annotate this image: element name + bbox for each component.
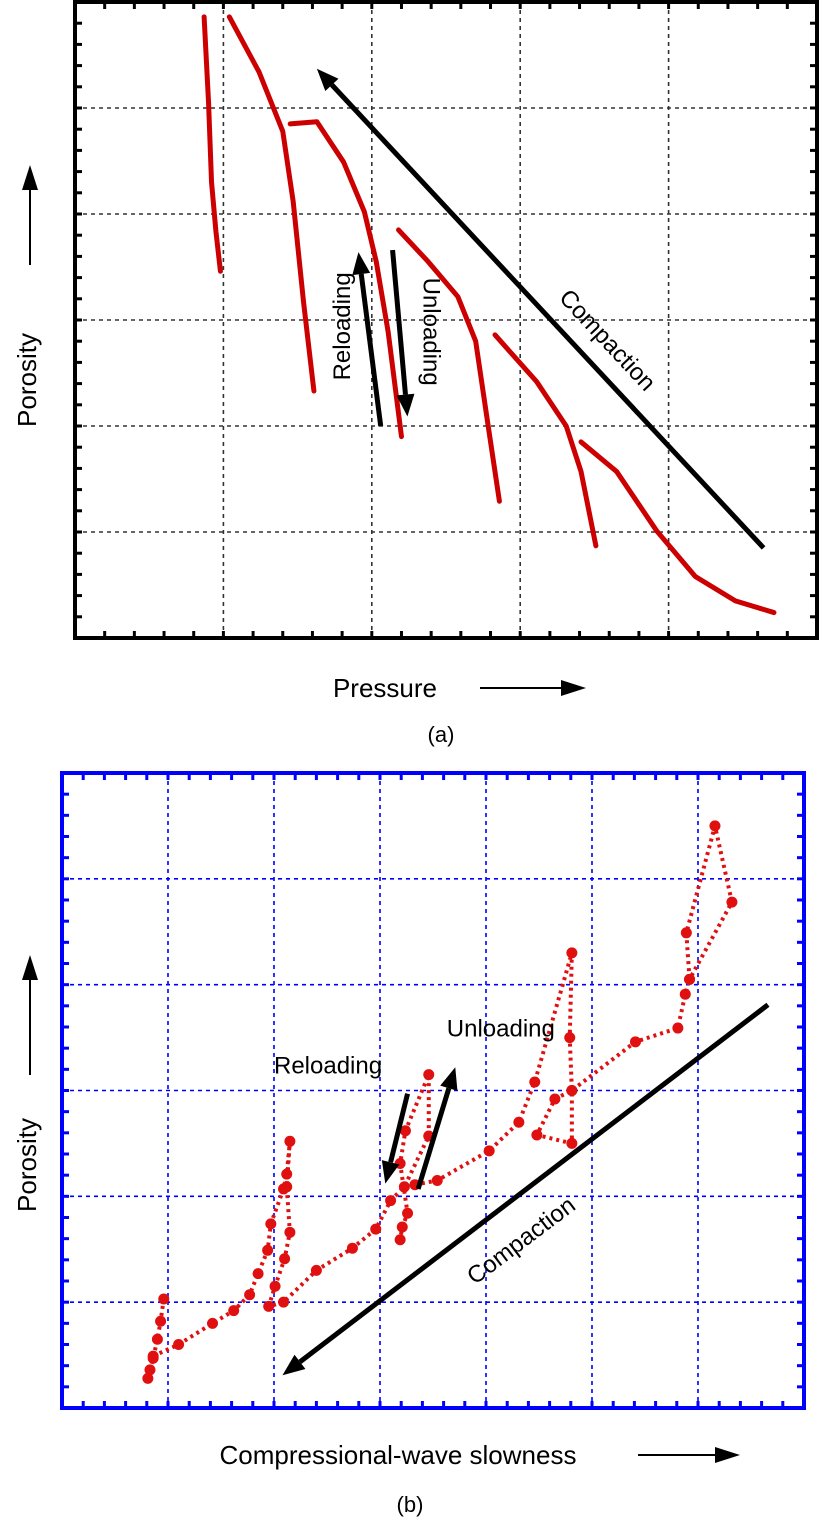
- panel-a-caption: (a): [428, 722, 455, 747]
- data-point: [531, 1129, 543, 1141]
- panel-b-ylabel: Porosity: [12, 1118, 42, 1212]
- data-point: [385, 1195, 397, 1207]
- annotation-arrow-reloading: [388, 1093, 410, 1163]
- data-point: [279, 1253, 291, 1265]
- panel-a-x-arrow-icon: [480, 680, 586, 696]
- data-point: [155, 1315, 167, 1327]
- data-point: [262, 1244, 274, 1256]
- data-point: [513, 1116, 525, 1128]
- data-point: [252, 1268, 264, 1280]
- data-point: [207, 1317, 219, 1329]
- data-point: [284, 1226, 296, 1238]
- arrowhead-icon: [381, 1160, 400, 1184]
- data-point: [423, 1069, 435, 1081]
- plot-frame: [73, 0, 819, 640]
- data-point: [310, 1264, 322, 1276]
- arrowhead-icon: [440, 1067, 458, 1091]
- data-point: [566, 947, 578, 959]
- data-point: [394, 1234, 406, 1246]
- series-line-1: [201, 14, 223, 274]
- data-point: [144, 1364, 156, 1376]
- data-point: [228, 1305, 240, 1317]
- panel-a-y-arrow-icon: [22, 165, 38, 265]
- data-point: [680, 927, 692, 939]
- data-point: [398, 1181, 410, 1193]
- data-point: [396, 1221, 408, 1233]
- data-point: [147, 1350, 159, 1362]
- data-point: [244, 1289, 256, 1301]
- annotation-label-unloading: Unloading: [447, 1016, 555, 1043]
- annotation-label-compaction: Compaction: [462, 1192, 581, 1291]
- data-point: [284, 1135, 296, 1147]
- series-line-3: [414, 825, 735, 1187]
- series-line-2: [152, 1073, 431, 1358]
- data-point: [431, 1174, 443, 1186]
- series-line-6: [578, 439, 777, 616]
- data-point: [483, 1145, 495, 1157]
- data-point: [265, 1218, 277, 1230]
- annotation-label-reloading: Reloading: [274, 1053, 382, 1080]
- panel-a-xlabel: Pressure: [333, 673, 437, 703]
- panel-b-slowness-porosity-chart: Compaction Reloading Unloading: [60, 771, 806, 1410]
- data-point: [281, 1181, 293, 1193]
- data-point: [278, 1296, 290, 1308]
- annotation-arrow-unloading: [415, 1087, 452, 1190]
- panel-b-y-arrow-icon: [22, 955, 38, 1075]
- arrowhead-icon: [316, 68, 339, 92]
- plot-frame: [60, 771, 806, 1410]
- series-line-3: [287, 119, 404, 440]
- data-point: [151, 1333, 163, 1345]
- panel-b-caption: (b): [397, 1492, 424, 1517]
- annotation-label-reloading: Reloading: [329, 272, 356, 380]
- arrowhead-icon: [282, 1354, 306, 1376]
- series-line-5: [492, 332, 599, 549]
- annotation-arrow-unloading: [390, 249, 408, 395]
- data-point: [173, 1339, 185, 1350]
- data-point: [566, 1137, 578, 1149]
- data-point: [402, 1207, 414, 1219]
- data-point: [709, 820, 721, 832]
- data-point: [346, 1242, 358, 1254]
- annotation-label-unloading: Unloading: [417, 278, 444, 386]
- data-point: [549, 1093, 561, 1105]
- arrowhead-icon: [352, 252, 371, 276]
- data-point: [281, 1168, 293, 1180]
- data-point: [269, 1280, 281, 1292]
- data-point: [158, 1293, 170, 1305]
- data-point: [684, 973, 696, 985]
- data-point: [142, 1372, 154, 1384]
- data-point: [370, 1223, 382, 1235]
- annotation-arrow-compaction: [330, 83, 766, 550]
- series-line-2: [226, 14, 317, 394]
- data-point: [566, 1085, 578, 1096]
- data-point: [263, 1300, 275, 1312]
- annotation-arrow-reloading: [358, 273, 384, 427]
- panel-b-xlabel: Compressional-wave slowness: [220, 1440, 577, 1470]
- arrowhead-icon: [396, 393, 415, 417]
- data-point: [564, 1032, 576, 1044]
- data-point: [672, 1022, 684, 1034]
- data-point: [529, 1076, 541, 1088]
- panel-b-x-arrow-icon: [638, 1447, 740, 1463]
- series-line-4: [396, 227, 502, 504]
- data-point: [399, 1125, 411, 1137]
- annotation-arrow-compaction: [298, 1002, 770, 1364]
- data-point: [679, 988, 691, 1000]
- data-point: [629, 1036, 641, 1048]
- data-point: [726, 896, 738, 908]
- panel-a-ylabel: Porosity: [12, 333, 42, 427]
- series-line-1: [145, 1298, 166, 1379]
